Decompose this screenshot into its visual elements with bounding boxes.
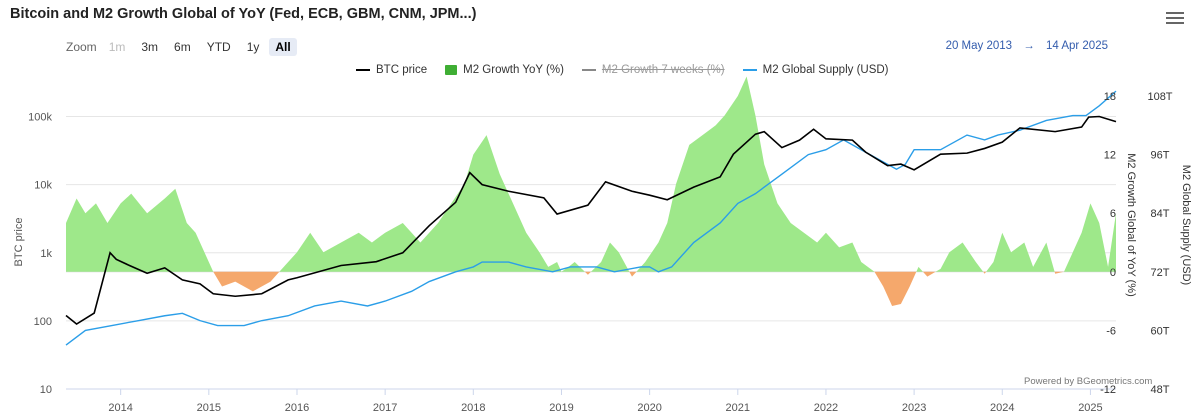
m2-growth-axis-tick: 12: [1104, 150, 1116, 162]
x-axis-tick: 2014: [108, 402, 132, 414]
zoom-button-1m[interactable]: 1m: [108, 40, 126, 54]
x-axis-tick: 2024: [990, 402, 1014, 414]
m2-supply-axis-tick: 48T: [1151, 384, 1170, 396]
btc-price-series: [65, 115, 1117, 325]
btc-price-line: [65, 115, 1117, 325]
m2-growth-axis-tick: -6: [1106, 325, 1116, 337]
m2-supply-axis-tick: 84T: [1151, 208, 1170, 220]
zoom-button-1y[interactable]: 1y: [246, 40, 260, 54]
legend-item-m2-growth[interactable]: M2 Growth YoY (%): [445, 64, 564, 76]
btc-axis-tick: 1k: [40, 248, 52, 260]
m2-supply-axis-tick: 108T: [1147, 91, 1172, 103]
legend-symbol: [742, 69, 757, 71]
range-from[interactable]: 20 May 2013: [945, 40, 1013, 52]
axes: 10 100 1k 10k 100k 2014 2015 2016 2017 2018 2019 20…: [13, 91, 1192, 414]
m2-supply-axis-tick: 72T: [1151, 267, 1170, 279]
legend-item-m2-growth-7-weeks[interactable]: M2 Growth 7 weeks (%): [581, 64, 725, 76]
legend-label: M2 Global Supply (USD): [762, 64, 889, 76]
zoom-button-3m[interactable]: 3m: [141, 40, 159, 54]
zoom-bar: Zoom 1m 3m 6m YTD 1y All: [66, 38, 301, 56]
btc-axis-title: BTC price: [13, 218, 25, 267]
legend-symbol: [445, 65, 458, 75]
m2-supply-line: [65, 90, 1117, 346]
range-arrow: →: [1023, 40, 1035, 52]
x-axis-tick: 2020: [637, 402, 661, 414]
x-axis-tick: 2017: [373, 402, 397, 414]
m2-growth-axis-tick: 0: [1110, 267, 1116, 279]
m2-growth-axis-title: M2 Growth Global of YoY (%): [1125, 153, 1137, 296]
date-range: 20 May 2013 → 14 Apr 2025: [942, 40, 1112, 52]
legend-label: BTC price: [376, 64, 428, 76]
m2-growth-axis-tick: 6: [1110, 208, 1116, 220]
legend-item-m2-global-supply[interactable]: M2 Global Supply (USD): [742, 64, 889, 76]
m2-supply-series: [65, 90, 1117, 346]
x-axis-tick: 2025: [1078, 402, 1102, 414]
zoom-button-ytd[interactable]: YTD: [206, 40, 231, 54]
btc-axis-tick: 100: [34, 316, 52, 328]
m2-growth-axis-tick: 18: [1104, 91, 1116, 103]
m2-supply-axis-title: M2 Global Supply (USD): [1180, 165, 1192, 285]
x-axis-tick: 2023: [902, 402, 926, 414]
legend-label: M2 Growth 7 weeks (%): [601, 64, 725, 76]
chart-title: Bitcoin and M2 Growth Global of YoY (Fed…: [10, 6, 477, 22]
btc-axis-tick: 100k: [28, 112, 52, 124]
x-axis-tick: 2019: [549, 402, 573, 414]
m2-supply-axis-tick: 60T: [1151, 325, 1170, 337]
m2-growth-positive-area: [66, 76, 1116, 272]
legend-label: M2 Growth YoY (%): [463, 64, 564, 76]
legend-symbol: [356, 69, 370, 71]
legend: BTC price M2 Growth YoY (%) M2 Growth 7 …: [356, 64, 907, 76]
zoom-button-all[interactable]: All: [269, 38, 297, 56]
m2-growth-area: [66, 76, 1116, 306]
x-axis-tick: 2022: [814, 402, 838, 414]
credit[interactable]: Powered by BGeometrics.com: [1024, 376, 1153, 387]
zoom-label: Zoom: [66, 40, 97, 54]
range-to[interactable]: 14 Apr 2025: [1045, 40, 1108, 52]
m2-supply-axis-tick: 96T: [1151, 150, 1170, 162]
m2-growth-negative-area: [66, 271, 1116, 306]
m2-growth-axis-tick: -12: [1100, 384, 1116, 396]
x-axis-tick: 2021: [726, 402, 750, 414]
btc-axis-tick: 10: [40, 384, 52, 396]
legend-symbol: [581, 69, 596, 71]
zoom-button-6m[interactable]: 6m: [174, 40, 191, 54]
x-axis-tick: 2018: [461, 402, 485, 414]
legend-item-btc-price[interactable]: BTC price: [356, 64, 427, 76]
x-axis-tick: 2016: [285, 402, 309, 414]
menu-icon[interactable]: [1164, 9, 1186, 27]
btc-axis-tick: 10k: [34, 180, 52, 192]
x-axis-tick: 2015: [197, 402, 221, 414]
